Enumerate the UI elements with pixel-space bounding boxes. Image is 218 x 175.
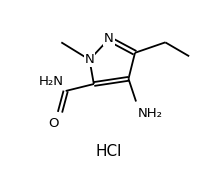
Text: O: O bbox=[49, 117, 59, 130]
Text: NH₂: NH₂ bbox=[138, 107, 163, 120]
Text: N: N bbox=[104, 32, 114, 45]
Text: N: N bbox=[85, 53, 94, 66]
Text: HCl: HCl bbox=[96, 144, 122, 159]
Text: H₂N: H₂N bbox=[39, 75, 63, 88]
